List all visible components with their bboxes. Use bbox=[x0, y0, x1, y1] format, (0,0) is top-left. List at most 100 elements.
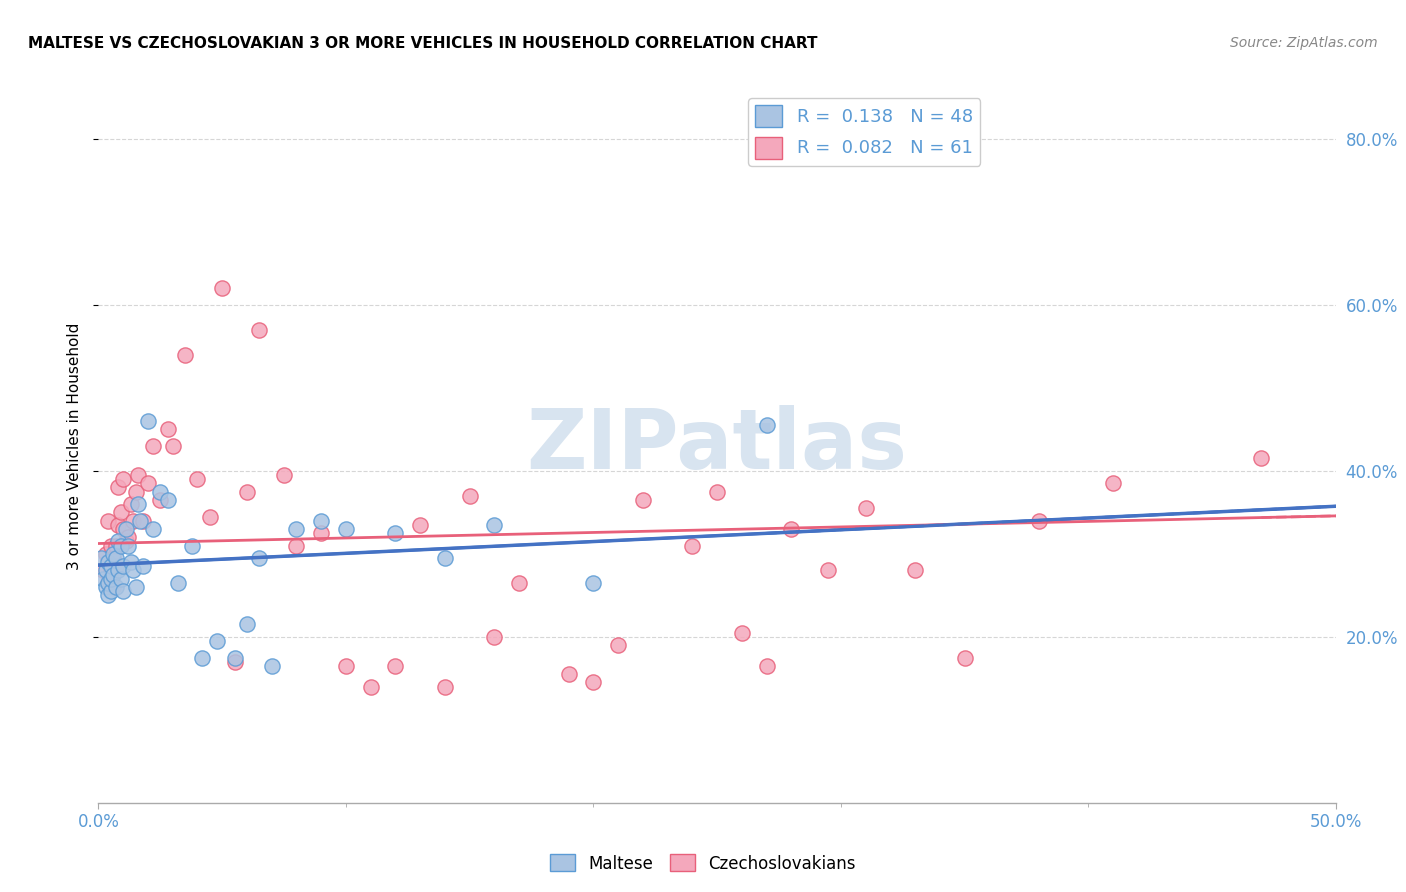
Point bbox=[94, 547, 117, 561]
Point bbox=[384, 659, 406, 673]
Point bbox=[142, 522, 165, 536]
Point bbox=[97, 588, 120, 602]
Point bbox=[706, 484, 728, 499]
Point bbox=[90, 551, 112, 566]
Legend: Maltese, Czechoslovakians: Maltese, Czechoslovakians bbox=[544, 847, 862, 880]
Point bbox=[174, 348, 197, 362]
Y-axis label: 3 or more Vehicles in Household: 3 or more Vehicles in Household bbox=[67, 322, 83, 570]
Point bbox=[127, 468, 149, 483]
Point bbox=[631, 492, 654, 507]
Point bbox=[224, 655, 246, 669]
Point bbox=[127, 497, 149, 511]
Legend: R =  0.138   N = 48, R =  0.082   N = 61: R = 0.138 N = 48, R = 0.082 N = 61 bbox=[748, 98, 980, 166]
Point bbox=[124, 484, 146, 499]
Point bbox=[110, 572, 132, 586]
Point bbox=[309, 514, 332, 528]
Point bbox=[142, 439, 165, 453]
Point bbox=[103, 551, 125, 566]
Point bbox=[97, 514, 120, 528]
Point bbox=[100, 564, 122, 578]
Point bbox=[384, 526, 406, 541]
Point bbox=[124, 580, 146, 594]
Text: MALTESE VS CZECHOSLOVAKIAN 3 OR MORE VEHICLES IN HOUSEHOLD CORRELATION CHART: MALTESE VS CZECHOSLOVAKIAN 3 OR MORE VEH… bbox=[28, 36, 818, 51]
Point bbox=[100, 572, 122, 586]
Point bbox=[107, 481, 129, 495]
Point bbox=[484, 630, 506, 644]
Point bbox=[93, 572, 115, 586]
Point bbox=[107, 517, 129, 532]
Point bbox=[112, 522, 135, 536]
Point bbox=[557, 667, 579, 681]
Point bbox=[607, 638, 630, 652]
Point bbox=[97, 555, 120, 569]
Point bbox=[104, 559, 127, 574]
Point bbox=[122, 564, 145, 578]
Point bbox=[112, 559, 135, 574]
Point bbox=[132, 514, 155, 528]
Point bbox=[94, 564, 117, 578]
Point bbox=[103, 567, 125, 582]
Point bbox=[110, 505, 132, 519]
Point bbox=[731, 625, 754, 640]
Point bbox=[110, 539, 132, 553]
Point bbox=[100, 559, 122, 574]
Point bbox=[156, 492, 179, 507]
Point bbox=[360, 680, 382, 694]
Point bbox=[508, 575, 530, 590]
Point bbox=[181, 539, 204, 553]
Point bbox=[129, 514, 152, 528]
Point bbox=[107, 564, 129, 578]
Point bbox=[247, 323, 270, 337]
Text: Source: ZipAtlas.com: Source: ZipAtlas.com bbox=[1230, 36, 1378, 50]
Point bbox=[114, 534, 136, 549]
Point bbox=[1102, 476, 1125, 491]
Point bbox=[186, 472, 208, 486]
Point bbox=[904, 564, 927, 578]
Point bbox=[1028, 514, 1050, 528]
Point bbox=[855, 501, 877, 516]
Point bbox=[103, 580, 125, 594]
Point bbox=[136, 414, 159, 428]
Point bbox=[162, 439, 184, 453]
Point bbox=[309, 526, 332, 541]
Point bbox=[117, 539, 139, 553]
Point bbox=[205, 634, 228, 648]
Point bbox=[582, 575, 605, 590]
Point bbox=[335, 522, 357, 536]
Point bbox=[112, 584, 135, 599]
Point bbox=[104, 539, 127, 553]
Point bbox=[132, 559, 155, 574]
Point bbox=[247, 551, 270, 566]
Point bbox=[104, 580, 127, 594]
Point bbox=[149, 492, 172, 507]
Point bbox=[236, 617, 259, 632]
Point bbox=[114, 522, 136, 536]
Point bbox=[156, 422, 179, 436]
Point bbox=[94, 580, 117, 594]
Point bbox=[273, 468, 295, 483]
Point bbox=[433, 551, 456, 566]
Point bbox=[166, 575, 188, 590]
Point bbox=[100, 584, 122, 599]
Point bbox=[458, 489, 481, 503]
Point bbox=[103, 547, 125, 561]
Point bbox=[104, 551, 127, 566]
Point bbox=[285, 539, 308, 553]
Point bbox=[211, 281, 233, 295]
Point bbox=[198, 509, 221, 524]
Point bbox=[681, 539, 703, 553]
Point bbox=[484, 517, 506, 532]
Point bbox=[260, 659, 283, 673]
Point bbox=[1250, 451, 1272, 466]
Point bbox=[755, 418, 778, 433]
Point bbox=[122, 514, 145, 528]
Point bbox=[107, 534, 129, 549]
Text: ZIPatlas: ZIPatlas bbox=[527, 406, 907, 486]
Point bbox=[582, 675, 605, 690]
Point bbox=[120, 555, 142, 569]
Point bbox=[97, 575, 120, 590]
Point bbox=[236, 484, 259, 499]
Point bbox=[149, 484, 172, 499]
Point bbox=[120, 497, 142, 511]
Point bbox=[117, 530, 139, 544]
